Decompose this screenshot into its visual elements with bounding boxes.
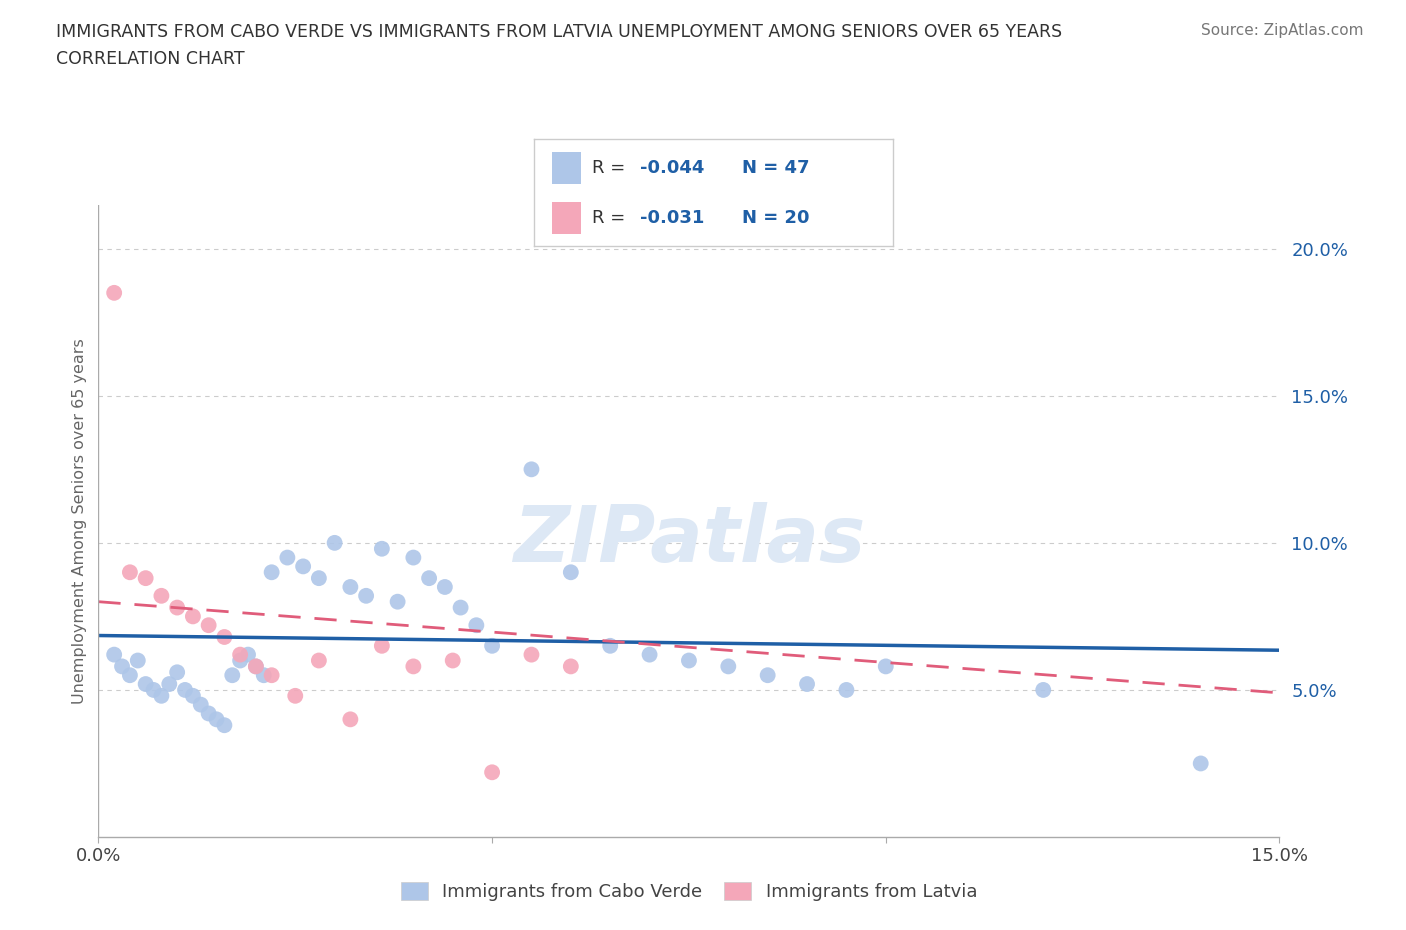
Text: CORRELATION CHART: CORRELATION CHART [56, 50, 245, 68]
Point [339, 711, 361, 726]
Point [181, 688, 204, 703]
Y-axis label: Unemployment Among Seniors over 65 years: Unemployment Among Seniors over 65 years [72, 338, 87, 704]
Text: -0.031: -0.031 [640, 208, 704, 227]
Legend: Immigrants from Cabo Verde, Immigrants from Latvia: Immigrants from Cabo Verde, Immigrants f… [392, 873, 986, 910]
Point [387, 594, 409, 609]
Point [465, 618, 488, 632]
Point [433, 579, 456, 594]
Point [135, 677, 157, 692]
Point [450, 600, 472, 615]
Point [284, 688, 307, 703]
Point [118, 668, 141, 683]
Text: N = 47: N = 47 [742, 159, 810, 178]
Point [111, 659, 134, 674]
Point [402, 551, 425, 565]
Point [103, 286, 125, 300]
Point [103, 647, 125, 662]
Point [323, 536, 346, 551]
Point [245, 659, 267, 674]
Point [560, 659, 582, 674]
Point [190, 698, 212, 712]
Point [520, 462, 543, 477]
Point [229, 653, 252, 668]
Point [638, 647, 661, 662]
Text: IMMIGRANTS FROM CABO VERDE VS IMMIGRANTS FROM LATVIA UNEMPLOYMENT AMONG SENIORS : IMMIGRANTS FROM CABO VERDE VS IMMIGRANTS… [56, 23, 1063, 41]
FancyBboxPatch shape [553, 153, 581, 184]
Point [236, 647, 259, 662]
Point [174, 683, 197, 698]
Point [197, 706, 219, 721]
Point [135, 571, 157, 586]
Text: ZIPatlas: ZIPatlas [513, 502, 865, 578]
Point [308, 571, 330, 586]
Point [371, 541, 394, 556]
Point [205, 711, 228, 726]
Point [229, 647, 252, 662]
Point [1189, 756, 1212, 771]
Point [181, 609, 204, 624]
Point [875, 659, 897, 674]
Point [166, 665, 188, 680]
Point [127, 653, 149, 668]
Text: N = 20: N = 20 [742, 208, 810, 227]
Point [150, 589, 173, 604]
Text: -0.044: -0.044 [640, 159, 704, 178]
Point [481, 764, 503, 779]
Point [599, 638, 621, 653]
Point [197, 618, 219, 632]
Point [756, 668, 779, 683]
Text: R =: R = [592, 208, 631, 227]
Point [214, 630, 236, 644]
Text: R =: R = [592, 159, 631, 178]
Point [260, 668, 283, 683]
Point [481, 638, 503, 653]
Point [402, 659, 425, 674]
Point [678, 653, 700, 668]
Point [260, 565, 283, 579]
Point [118, 565, 141, 579]
Point [214, 718, 236, 733]
Point [717, 659, 740, 674]
Point [276, 551, 298, 565]
Point [371, 638, 394, 653]
Point [308, 653, 330, 668]
Point [560, 565, 582, 579]
Point [418, 571, 440, 586]
Point [221, 668, 243, 683]
Point [166, 600, 188, 615]
Point [292, 559, 315, 574]
Point [354, 589, 377, 604]
FancyBboxPatch shape [553, 202, 581, 233]
Point [150, 688, 173, 703]
Point [253, 668, 276, 683]
Point [245, 659, 267, 674]
Point [1032, 683, 1054, 698]
Text: Source: ZipAtlas.com: Source: ZipAtlas.com [1201, 23, 1364, 38]
Point [796, 677, 818, 692]
Point [441, 653, 464, 668]
Point [142, 683, 165, 698]
Point [339, 579, 361, 594]
Point [520, 647, 543, 662]
Point [835, 683, 858, 698]
Point [157, 677, 180, 692]
